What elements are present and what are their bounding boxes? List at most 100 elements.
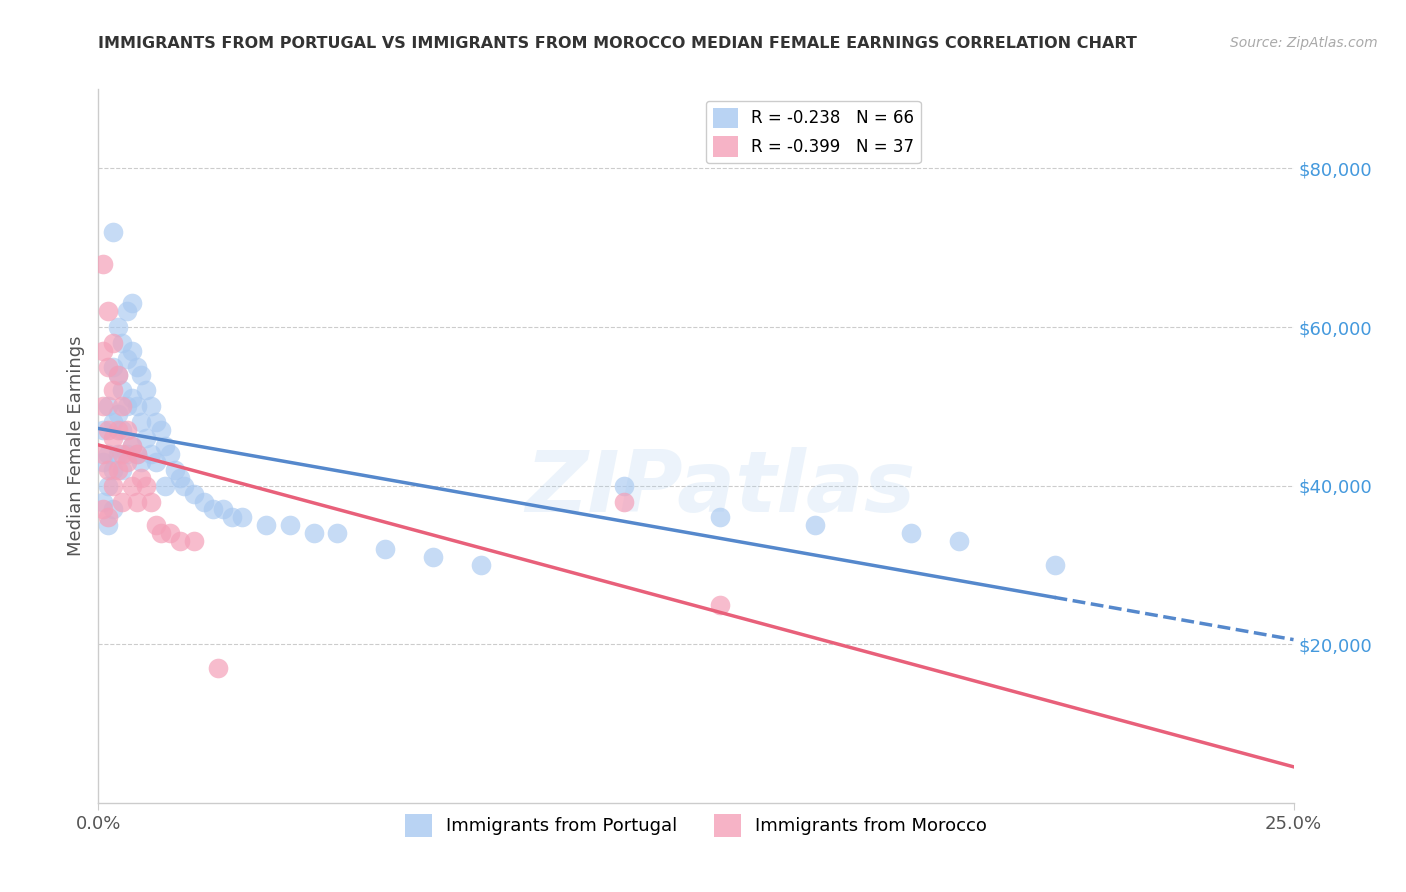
Point xyxy=(111,447,134,461)
Point xyxy=(302,526,325,541)
Point xyxy=(169,471,191,485)
Point xyxy=(91,447,114,461)
Point xyxy=(101,463,124,477)
Point xyxy=(125,400,148,414)
Point xyxy=(115,455,138,469)
Point xyxy=(139,400,162,414)
Point xyxy=(97,400,120,414)
Point xyxy=(131,368,153,382)
Point xyxy=(125,359,148,374)
Point xyxy=(135,431,157,445)
Point xyxy=(91,257,114,271)
Point xyxy=(121,392,143,406)
Point xyxy=(91,455,114,469)
Point xyxy=(97,304,120,318)
Point xyxy=(149,423,172,437)
Point xyxy=(101,478,124,492)
Point xyxy=(804,518,827,533)
Point xyxy=(139,494,162,508)
Point xyxy=(101,502,124,516)
Point xyxy=(107,463,129,477)
Point xyxy=(125,447,148,461)
Point xyxy=(278,518,301,533)
Point xyxy=(202,502,225,516)
Point xyxy=(145,455,167,469)
Point xyxy=(115,400,138,414)
Point xyxy=(135,384,157,398)
Point xyxy=(101,335,124,350)
Point xyxy=(101,384,124,398)
Point xyxy=(101,415,124,429)
Point xyxy=(900,526,922,541)
Point xyxy=(1043,558,1066,572)
Text: IMMIGRANTS FROM PORTUGAL VS IMMIGRANTS FROM MOROCCO MEDIAN FEMALE EARNINGS CORRE: IMMIGRANTS FROM PORTUGAL VS IMMIGRANTS F… xyxy=(98,36,1137,51)
Point xyxy=(155,478,177,492)
Point xyxy=(111,384,134,398)
Point xyxy=(125,447,148,461)
Point xyxy=(183,486,205,500)
Point xyxy=(91,423,114,437)
Point xyxy=(207,661,229,675)
Point xyxy=(107,368,129,382)
Point xyxy=(121,296,143,310)
Point xyxy=(169,534,191,549)
Point xyxy=(111,423,134,437)
Point xyxy=(121,343,143,358)
Point xyxy=(111,400,134,414)
Point xyxy=(374,542,396,557)
Point xyxy=(101,431,124,445)
Point xyxy=(91,494,114,508)
Point xyxy=(163,463,186,477)
Point xyxy=(149,526,172,541)
Text: ZIPatlas: ZIPatlas xyxy=(524,447,915,531)
Point xyxy=(159,447,181,461)
Point xyxy=(131,415,153,429)
Point xyxy=(107,407,129,421)
Point xyxy=(107,320,129,334)
Point xyxy=(211,502,233,516)
Point xyxy=(613,494,636,508)
Point xyxy=(107,368,129,382)
Point xyxy=(131,471,153,485)
Point xyxy=(115,304,138,318)
Point xyxy=(111,335,134,350)
Point xyxy=(221,510,243,524)
Point xyxy=(613,478,636,492)
Point xyxy=(155,439,177,453)
Point xyxy=(135,478,157,492)
Point xyxy=(115,447,138,461)
Point xyxy=(121,439,143,453)
Point xyxy=(91,343,114,358)
Point xyxy=(91,400,114,414)
Point xyxy=(107,423,129,437)
Point xyxy=(115,351,138,366)
Point xyxy=(125,494,148,508)
Point xyxy=(121,439,143,453)
Text: Source: ZipAtlas.com: Source: ZipAtlas.com xyxy=(1230,36,1378,50)
Point xyxy=(254,518,277,533)
Point xyxy=(173,478,195,492)
Point xyxy=(115,423,138,437)
Point xyxy=(121,478,143,492)
Point xyxy=(97,478,120,492)
Point xyxy=(183,534,205,549)
Point xyxy=(97,518,120,533)
Legend: Immigrants from Portugal, Immigrants from Morocco: Immigrants from Portugal, Immigrants fro… xyxy=(398,807,994,844)
Point xyxy=(101,359,124,374)
Point xyxy=(231,510,253,524)
Point xyxy=(139,447,162,461)
Y-axis label: Median Female Earnings: Median Female Earnings xyxy=(66,335,84,557)
Point xyxy=(111,494,134,508)
Point xyxy=(422,549,444,564)
Point xyxy=(97,359,120,374)
Point xyxy=(97,463,120,477)
Point xyxy=(145,518,167,533)
Point xyxy=(709,510,731,524)
Point xyxy=(193,494,215,508)
Point xyxy=(159,526,181,541)
Point xyxy=(145,415,167,429)
Point xyxy=(97,423,120,437)
Point xyxy=(97,510,120,524)
Point xyxy=(107,447,129,461)
Point xyxy=(470,558,492,572)
